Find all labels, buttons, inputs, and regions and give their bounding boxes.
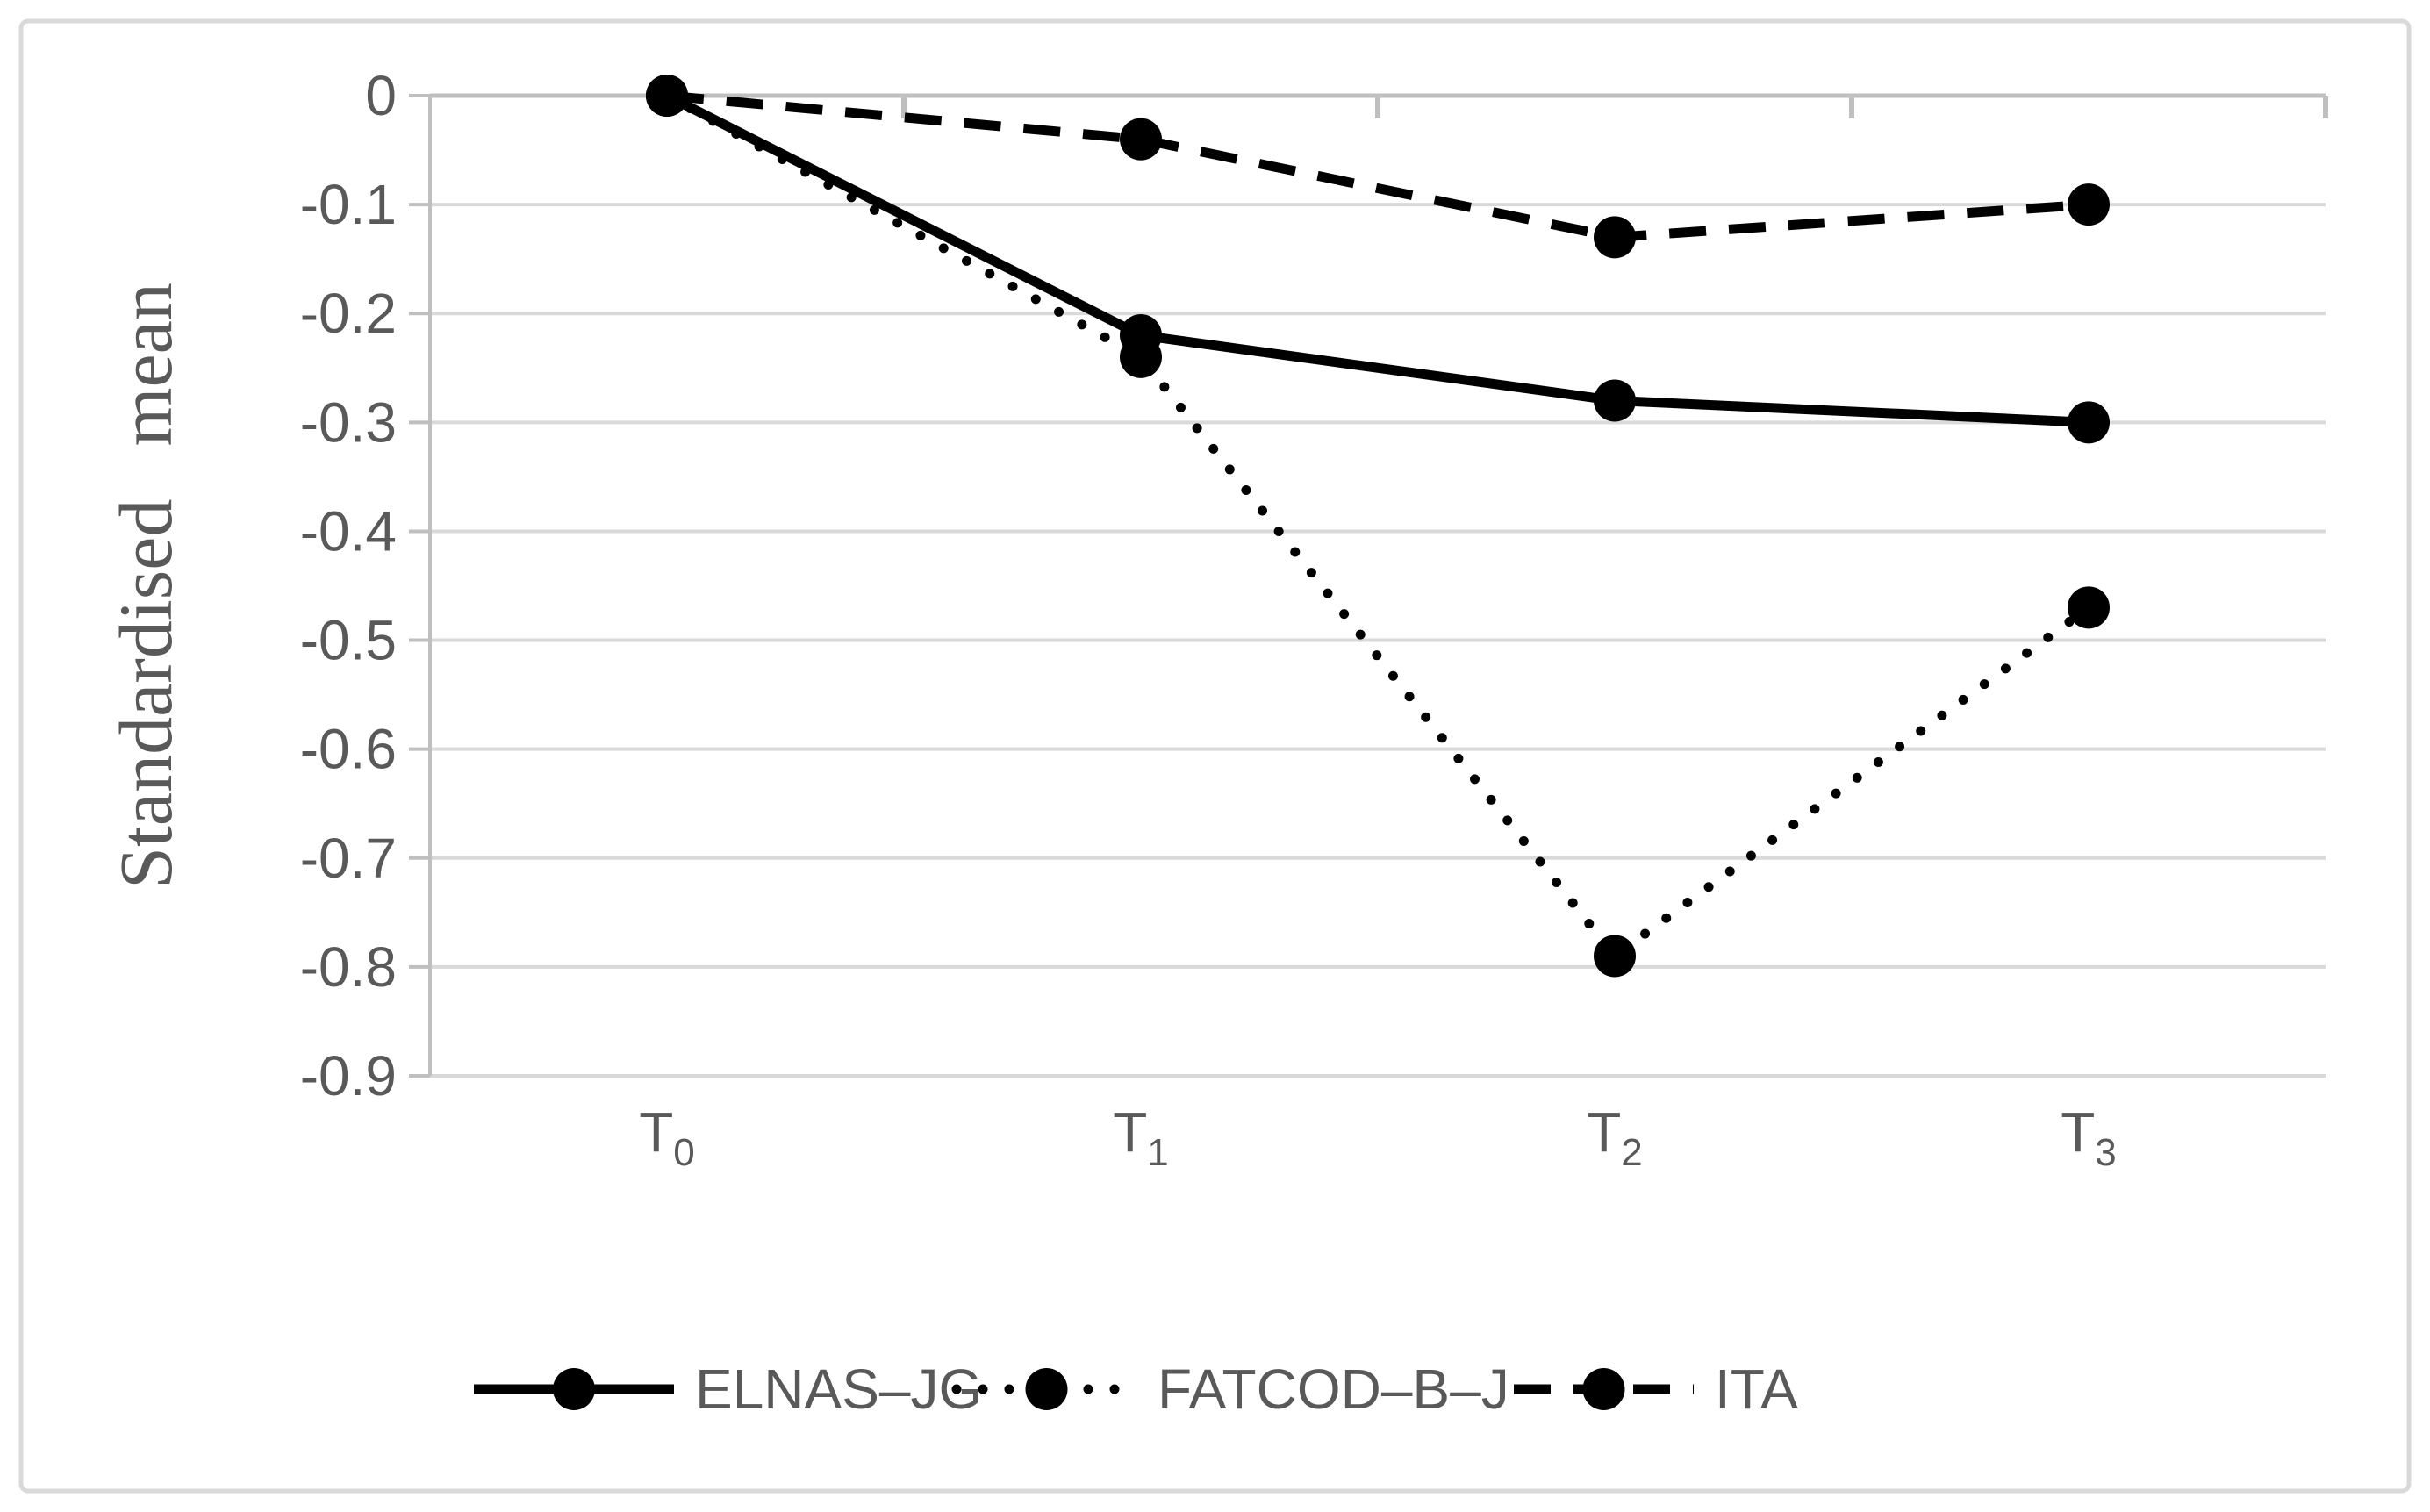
x-category-label: T0 <box>639 1100 695 1174</box>
series-marker-ita <box>1594 216 1636 259</box>
series-marker-fatcod-b-j <box>2068 586 2110 629</box>
series-marker-fatcod-b-j <box>1120 335 1162 378</box>
y-tick-label: -0.7 <box>300 827 397 890</box>
series-marker-ita <box>2068 183 2110 226</box>
series-marker-elnas-jg <box>2068 401 2110 444</box>
legend-label-fatcod-b-j: FATCOD–B–J <box>1158 1358 1509 1421</box>
y-tick-label: -0.3 <box>300 391 397 454</box>
y-axis-title: Standardised mean <box>104 283 188 889</box>
y-tick-label: 0 <box>365 64 397 127</box>
y-tick-label: -0.6 <box>300 718 397 781</box>
y-tick-label: -0.9 <box>300 1044 397 1107</box>
series-marker-ita <box>646 75 688 117</box>
legend-sample-marker-fatcod-b-j <box>1025 1368 1068 1410</box>
legend-label-ita: ITA <box>1715 1358 1798 1421</box>
legend-sample-marker-elnas-jg <box>553 1368 595 1410</box>
series-line-fatcod-b-j <box>662 90 2094 961</box>
y-tick-label: -0.1 <box>300 173 397 236</box>
series-line-ita <box>666 90 2090 242</box>
series-marker-elnas-jg <box>1594 379 1636 422</box>
series-line-elnas-jg <box>664 91 2090 427</box>
x-category-label: T2 <box>1587 1100 1643 1174</box>
legend-sample-marker-ita <box>1582 1368 1625 1410</box>
legend-label-elnas-jg: ELNAS–JG <box>695 1358 982 1421</box>
y-tick-label: -0.2 <box>300 282 397 345</box>
x-category-label: T3 <box>2061 1100 2117 1174</box>
y-tick-label: -0.5 <box>300 609 397 672</box>
series-marker-ita <box>1120 118 1162 161</box>
chart-border <box>18 18 2412 1494</box>
series-marker-fatcod-b-j <box>1594 935 1636 978</box>
x-category-label: T1 <box>1113 1100 1169 1174</box>
y-tick-label: -0.8 <box>300 935 397 999</box>
y-tick-label: -0.4 <box>300 499 397 563</box>
